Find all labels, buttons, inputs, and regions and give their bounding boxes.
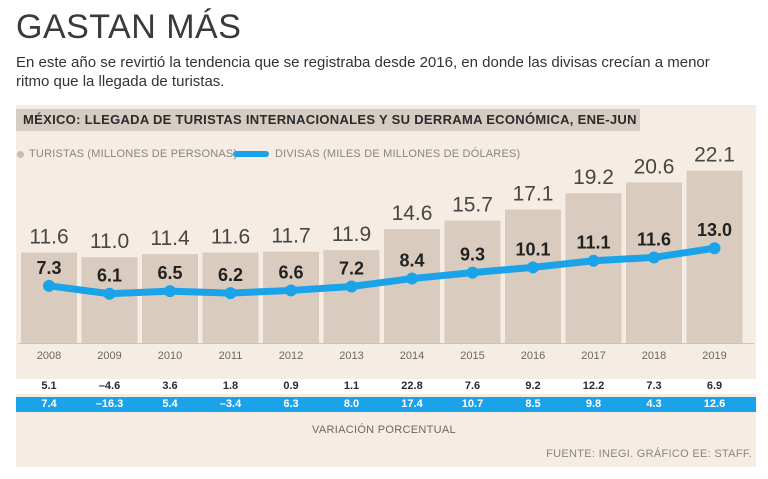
point-label-2014: 8.4: [399, 251, 424, 271]
bar-tourists-2013: [323, 250, 380, 343]
variation-tourists-2013: 1.1: [343, 380, 360, 392]
bar-label-2014: 14.6: [392, 202, 433, 225]
point-currency-2018: [648, 251, 660, 264]
point-label-2017: 11.1: [576, 233, 610, 253]
line-currency: [45, 244, 718, 298]
point-label-2015: 9.3: [460, 245, 485, 265]
variation-tourists-2009: –4.6: [98, 380, 121, 392]
variation-currency-2013: 8.0: [343, 398, 360, 410]
bar-tourists-2016: [505, 209, 561, 343]
bar-label-2012: 11.7: [271, 225, 310, 248]
variation-currency-2011: –3.4: [219, 398, 242, 410]
chart-title: MÉXICO: LLEGADA DE TURISTAS INTERNACIONA…: [23, 112, 637, 127]
x-tick-2011: 2011: [219, 350, 243, 362]
legend-dot-icon: [17, 150, 24, 158]
x-tick-2008: 2008: [37, 350, 61, 362]
x-tick-2015: 2015: [460, 350, 484, 362]
x-tick-2012: 2012: [279, 350, 303, 362]
point-currency-2016: [527, 261, 539, 274]
bar-label-2013: 11.9: [332, 223, 371, 246]
variation-currency-2016: 8.5: [525, 398, 541, 410]
bar-label-2015: 15.7: [452, 194, 493, 217]
variation-tourists-2017: 12.2: [582, 380, 605, 392]
point-label-2016: 10.1: [515, 239, 550, 259]
variation-tourists-2010: 3.6: [162, 380, 178, 392]
point-currency-2019: [708, 242, 721, 255]
x-tick-2018: 2018: [642, 350, 666, 362]
variation-currency-2014: 17.4: [401, 398, 423, 410]
bar-tourists-2015: [444, 220, 501, 343]
bar-label-2019: 22.1: [694, 144, 735, 167]
variation-tourists-2014: 22.8: [401, 380, 423, 392]
point-label-2008: 7.3: [36, 258, 61, 278]
variation-tourists-2011: 1.8: [222, 380, 239, 392]
variation-currency-2009: –16.3: [95, 398, 124, 410]
x-tick-2009: 2009: [97, 350, 121, 362]
bar-tourists-2014: [384, 229, 440, 343]
legend-currency-label: DIVISAS (MILES DE MILLONES DE DÓLARES): [275, 148, 521, 160]
point-label-2011: 6.2: [218, 265, 243, 285]
point-currency-2010: [164, 285, 176, 298]
x-tick-2016: 2016: [521, 350, 545, 362]
point-currency-2017: [587, 254, 600, 267]
variation-tourists-2016: 9.2: [525, 380, 541, 392]
variation-currency-2017: 9.8: [585, 398, 602, 410]
x-tick-2019: 2019: [702, 350, 726, 362]
point-currency-2012: [285, 284, 297, 297]
point-label-2018: 11.6: [637, 229, 671, 249]
bar-label-2009: 11.0: [90, 230, 129, 253]
point-currency-2008: [43, 279, 55, 292]
legend-line-icon: [233, 151, 269, 157]
variation-label: VARIACIÓN PORCENTUAL: [312, 424, 456, 436]
bar-label-2008: 11.6: [29, 226, 68, 249]
source-note: FUENTE: INEGI. GRÁFICO EE: STAFF.: [546, 448, 752, 460]
x-tick-2017: 2017: [581, 350, 605, 362]
chart-title-bar: MÉXICO: LLEGADA DE TURISTAS INTERNACIONA…: [16, 109, 640, 131]
bar-tourists-2008: [21, 252, 77, 343]
variation-currency-2010: 5.4: [162, 398, 178, 410]
bar-label-2018: 20.6: [634, 155, 675, 178]
bar-tourists-2009: [81, 257, 138, 343]
bar-tourists-2012: [263, 251, 319, 343]
bar-tourists-2017: [565, 193, 622, 343]
subtitle: En este año se revirtió la tendencia que…: [16, 54, 710, 90]
variation-tourists-2012: 0.9: [283, 380, 299, 392]
variation-tourists-2008: 5.1: [41, 380, 57, 392]
variation-currency-2019: 12.6: [703, 398, 726, 410]
point-currency-2013: [345, 280, 358, 293]
point-label-2012: 6.6: [278, 262, 303, 282]
bar-tourists-2019: [686, 170, 743, 343]
variation-tourists-2015: 7.6: [464, 380, 481, 392]
variation-currency-2015: 10.7: [461, 398, 484, 410]
variation-tourists-2018: 7.3: [646, 380, 662, 392]
point-label-2019: 13.0: [697, 220, 732, 240]
point-currency-2009: [103, 287, 116, 300]
bar-label-2010: 11.4: [150, 227, 190, 250]
variation-tourists-2019: 6.9: [706, 380, 723, 392]
x-tick-2014: 2014: [400, 350, 424, 362]
point-currency-2015: [466, 266, 479, 279]
variation-row-currency: 7.4 –16.3 5.4 –3.4 6.3 8.0 17.4 10.7 8.5 9.8 4.3 12…: [16, 397, 756, 412]
bar-label-2011: 11.6: [211, 226, 250, 249]
legend-tourists: TURISTAS (MILLONES DE PERSONAS): [17, 148, 237, 160]
headline: GASTAN MÁS: [16, 8, 242, 46]
point-label-2009: 6.1: [97, 266, 122, 286]
point-currency-2011: [224, 287, 237, 300]
x-tick-2010: 2010: [158, 350, 182, 362]
point-currency-2014: [406, 272, 418, 285]
bar-label-2017: 19.2: [573, 166, 614, 189]
variation-currency-2012: 6.3: [283, 398, 299, 410]
variation-currency-2018: 4.3: [646, 398, 662, 410]
point-label-2013: 7.2: [339, 258, 364, 278]
point-label-2010: 6.5: [157, 263, 182, 283]
variation-currency-2008: 7.4: [41, 398, 57, 410]
bar-tourists-2010: [142, 254, 198, 343]
legend-tourists-label: TURISTAS (MILLONES DE PERSONAS): [29, 148, 238, 160]
x-tick-2013: 2013: [339, 350, 363, 362]
legend-currency: DIVISAS (MILES DE MILLONES DE DÓLARES): [233, 148, 520, 160]
bar-label-2016: 17.1: [513, 183, 554, 206]
variation-row-tourists: 5.1 –4.6 3.6 1.8 0.9 1.1 22.8 7.6 9.2 12.2 7.3 6.9: [16, 379, 756, 394]
